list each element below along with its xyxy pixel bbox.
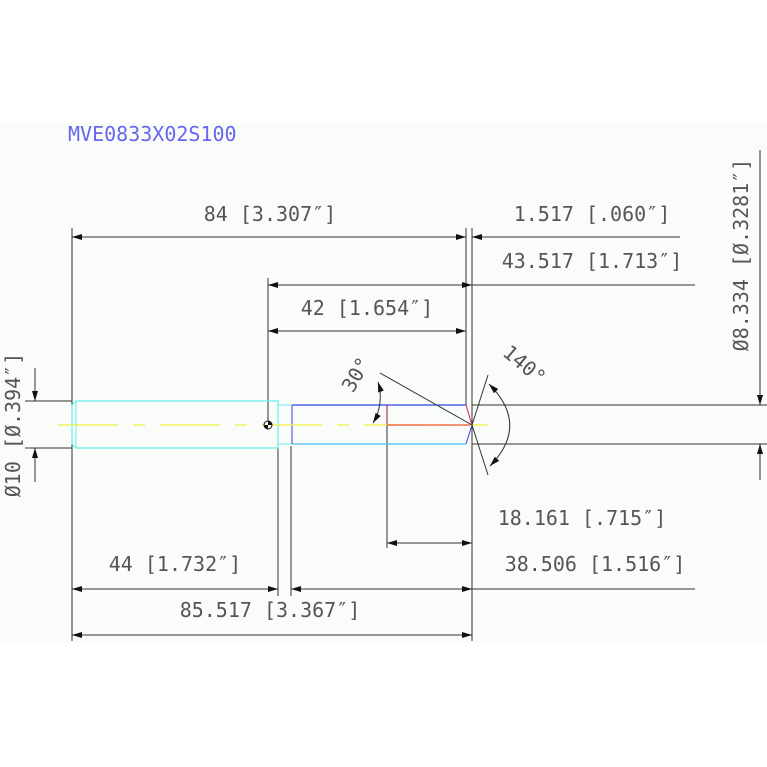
dim-84: 84 [3.307″] <box>204 202 336 226</box>
part-number-title: MVE0833X02S100 <box>68 122 237 146</box>
point-bottom <box>465 424 473 445</box>
dim-dia-8-334: Ø8.334 [Ø.3281″] <box>729 159 753 352</box>
dim-dia-10: Ø10 [Ø.394″] <box>1 353 25 498</box>
dimension-lines <box>32 150 763 638</box>
dim-38-506: 38.506 [1.516″] <box>505 552 686 576</box>
dim-85-517: 85.517 [3.367″] <box>180 598 361 622</box>
dim-18-161: 18.161 [.715″] <box>498 506 667 530</box>
dim-1-517: 1.517 [.060″] <box>514 202 671 226</box>
dim-44: 44 [1.732″] <box>109 552 241 576</box>
neck-step <box>278 404 291 445</box>
dim-43-517: 43.517 [1.713″] <box>502 249 683 273</box>
point-top <box>465 404 473 426</box>
dim-42: 42 [1.654″] <box>301 296 433 320</box>
